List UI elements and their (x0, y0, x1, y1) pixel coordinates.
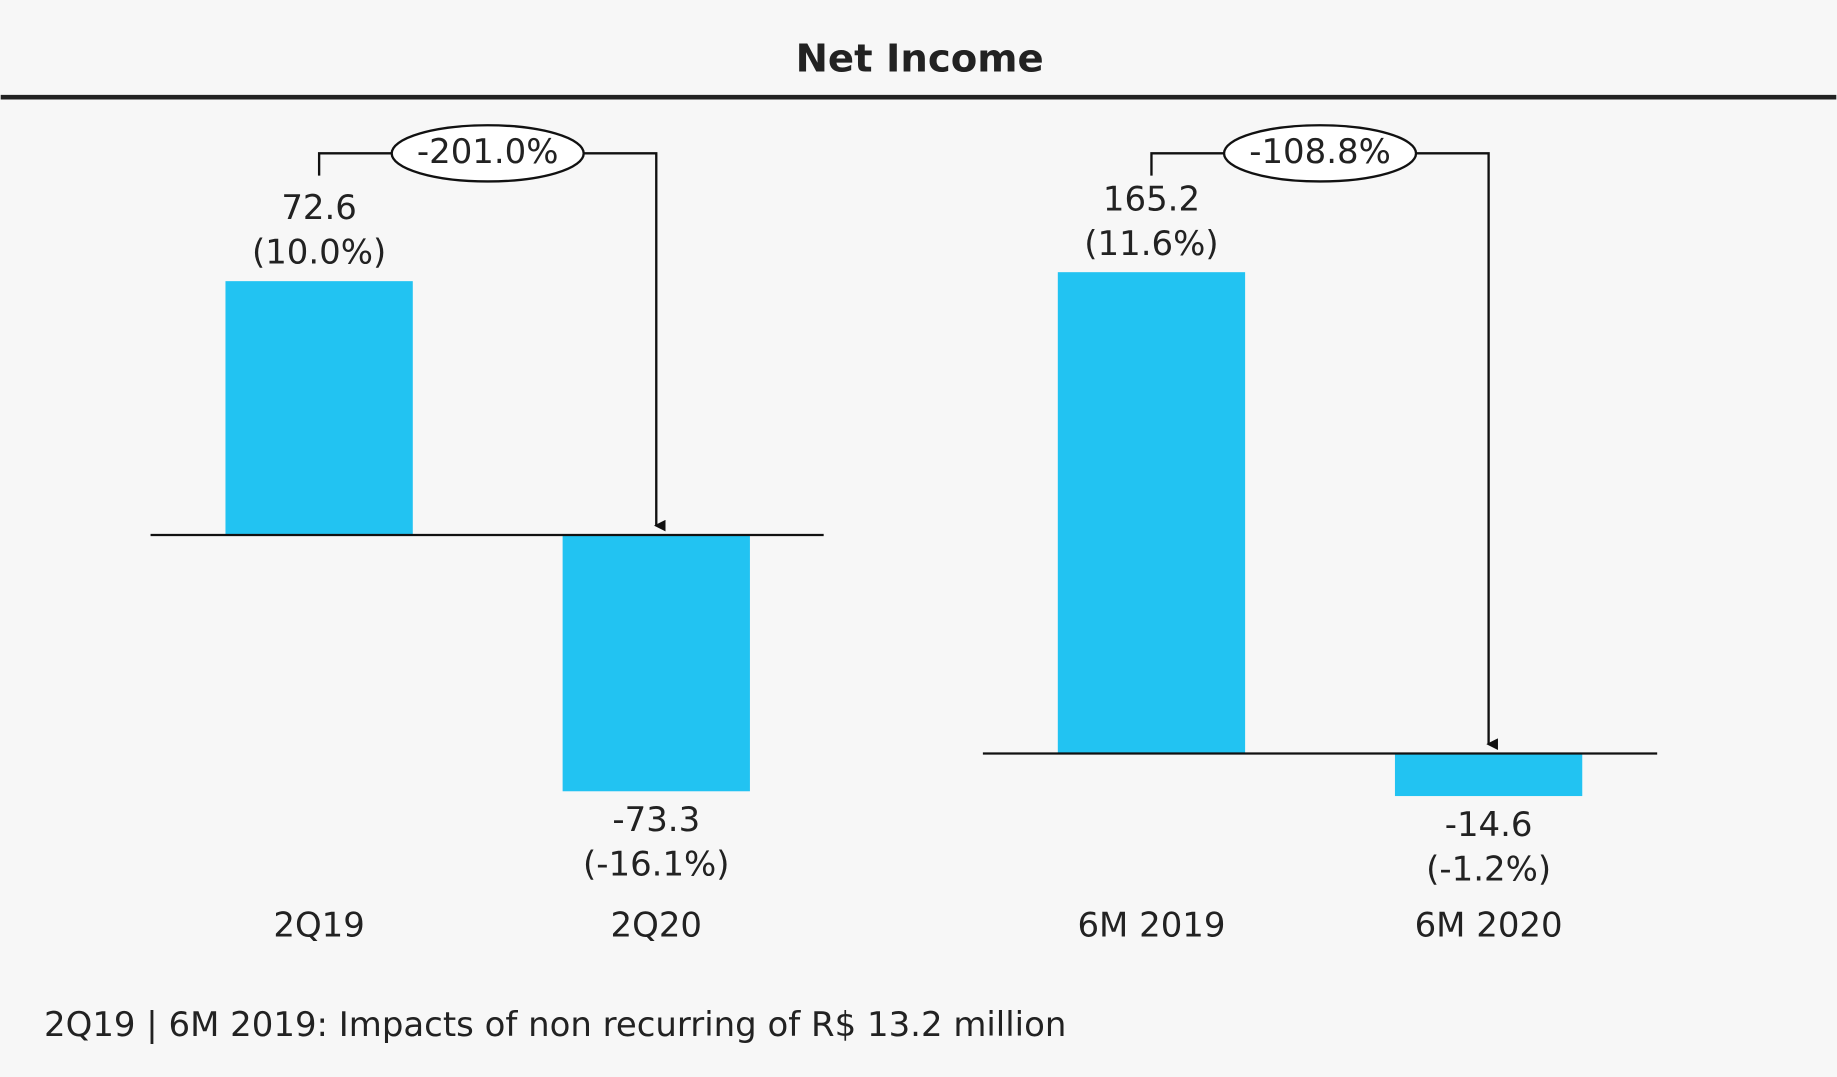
x-tick-label: 6M 2020 (1415, 906, 1563, 946)
chart-title: Net Income (796, 36, 1044, 81)
value-label: 72.6 (281, 188, 357, 228)
x-tick-label: 2Q19 (273, 906, 365, 946)
change-bubble (390, 124, 585, 183)
bar (1394, 753, 1583, 797)
margin-label: (11.6%) (1084, 224, 1218, 264)
margin-label: (-1.2%) (1426, 849, 1551, 889)
value-label: -14.6 (1445, 805, 1533, 845)
bar (562, 534, 750, 792)
margin-label: (-16.1%) (583, 845, 730, 885)
value-label: 165.2 (1103, 179, 1200, 219)
change-bubble (1222, 124, 1418, 183)
bar (225, 281, 413, 535)
x-tick-label: 6M 2019 (1077, 906, 1225, 946)
footnote: 2Q19 | 6M 2019: Impacts of non recurring… (44, 1005, 1066, 1045)
value-label: -73.3 (612, 800, 700, 840)
x-tick-label: 2Q20 (611, 906, 703, 946)
bar (1057, 272, 1246, 754)
margin-label: (10.0%) (252, 233, 386, 273)
change-label: -108.8% (1249, 132, 1391, 172)
change-label: -201.0% (417, 132, 559, 172)
